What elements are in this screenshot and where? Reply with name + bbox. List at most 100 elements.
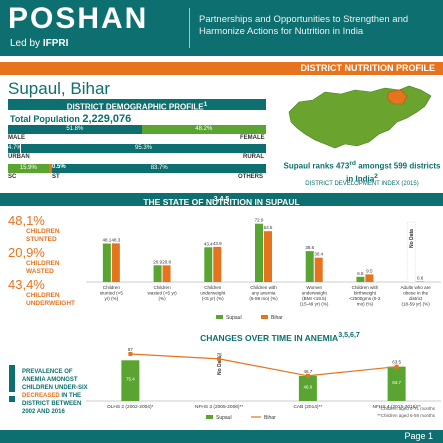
bar-supaul <box>356 276 365 282</box>
ifpri-logo[interactable]: IFPRI <box>42 38 69 49</box>
data-label: 43.9 <box>213 241 222 246</box>
category-label: underweight <box>302 291 328 296</box>
changes-title-sup: 3,5,6,7 <box>338 331 360 339</box>
header-divider <box>189 8 190 48</box>
data-label: 9.5 <box>366 268 373 273</box>
prevalence-decreased: DECREASED <box>22 393 60 399</box>
category-label: Women <box>306 285 322 290</box>
data-label: 48.1 <box>102 238 111 243</box>
data-label: 78 <box>217 352 223 357</box>
bihar-point <box>128 352 133 357</box>
legend-supaul-swatch <box>216 315 223 319</box>
data-label: 6.5 <box>357 271 364 276</box>
category-label: DLHS 2 (2002-2004)* <box>107 404 153 410</box>
rank-text-b: amongst 599 districts in India <box>346 161 441 184</box>
category-label: wasted (<5 yr) <box>147 291 177 296</box>
bar-bihar <box>213 246 222 282</box>
category-label: NFHS 4 (2015-2016)** <box>372 404 420 410</box>
female-segment: 48.2% <box>141 125 266 134</box>
category-label: (%) <box>158 296 166 301</box>
stat-wasted-label: CHILDREN WASTED <box>26 260 60 275</box>
stat-wasted-pct: 20,9% <box>8 245 45 260</box>
urban-segment: 4.7% <box>8 144 21 153</box>
district-name: Supaul, Bihar <box>8 79 111 98</box>
bihar-line <box>130 353 397 377</box>
footnote-1: *Children aged 6-71 months <box>378 406 435 411</box>
stat-underweight: 43,4% CHILDREN UNDERWEIGHT <box>8 277 88 308</box>
male-label: MALE <box>8 135 25 141</box>
legend-bihar: Bihar <box>264 415 276 421</box>
header: POSHAN Led by IFPRI Partnerships and Opp… <box>0 0 443 56</box>
state-band-text: THE STATE OF NUTRITION IN SUPAUL <box>143 197 300 207</box>
urban-label: URBAN <box>8 154 30 160</box>
category-label: mo) (%) <box>357 302 374 307</box>
poshan-logo[interactable]: POSHAN <box>8 2 149 35</box>
female-label: FEMALE <box>240 135 265 141</box>
category-label: district <box>409 296 423 301</box>
stat-stunted-pct: 48,1% <box>8 213 45 228</box>
data-label: 30.4 <box>314 252 323 257</box>
state-band-title: THE STATE OF NUTRITION IN SUPAUL 3,4,5 <box>0 195 443 207</box>
legend-supaul: Supaul <box>226 315 242 321</box>
category-label: NFHS 3 (2005-2006)** <box>195 404 243 410</box>
category-label: yr) (%) <box>104 296 118 301</box>
no-data-label: No Data <box>409 229 415 248</box>
data-label: 0.6 <box>417 276 424 281</box>
bar-bihar <box>111 243 120 282</box>
male-segment: 51.8% <box>8 125 142 134</box>
sc-label: SC <box>8 174 17 180</box>
demographic-title-text: DISTRICT DEMOGRAPHIC PROFILE <box>66 102 204 112</box>
page-number: Page 1 <box>404 431 433 441</box>
bar-bihar <box>314 257 323 282</box>
bar-bihar <box>365 274 374 282</box>
data-label: 20.8 <box>162 259 171 264</box>
st-label: ST <box>52 174 60 180</box>
bihar-point <box>305 373 310 378</box>
no-data-bar <box>406 221 416 283</box>
stat-stunted: 48,1% CHILDREN STUNTED <box>8 213 88 244</box>
changes-title: CHANGES OVER TIME IN ANEMIA3,5,6,7 <box>120 331 440 343</box>
footer: Page 1 <box>0 430 443 443</box>
stat-wasted: 20,9% CHILDREN WASTED <box>8 245 88 276</box>
anemia-trend-chart: 75.4 DLHS 2 (2002-2004)* No Data NFHS 3 (20… <box>86 347 441 421</box>
gender-bar: 51.8% 48.2% <box>8 125 266 134</box>
rank-sup-b: 2 <box>374 172 378 180</box>
bar-supaul <box>387 366 406 401</box>
st-pct: 0.5% <box>52 164 66 170</box>
category-label: obese in the <box>403 291 428 296</box>
prevalence-line1: PREVALENCE OF ANEMIA AMONGST CHILDREN UN… <box>22 369 88 391</box>
total-population: Total Population 2,229,076 <box>10 113 131 125</box>
category-label: Children <box>154 285 172 290</box>
category-label: (6-59 mo) (%) <box>249 296 278 301</box>
category-label: Children with <box>250 285 277 290</box>
urban-rural-bar: 4.7% 95.3% <box>8 144 266 153</box>
category-label: (18-59 yr) (%) <box>401 302 430 307</box>
state-band-sup: 3,4,5 <box>213 195 230 203</box>
data-label: 87 <box>128 347 134 352</box>
bar-bihar <box>162 265 171 282</box>
data-label: 75.4 <box>126 377 135 382</box>
category-label: Children with <box>352 285 379 290</box>
others-label: OTHERS <box>238 174 264 180</box>
stat-underweight-label: CHILDREN UNDERWEIGHT <box>26 292 75 307</box>
rank-text-a: Supaul ranks 473 <box>283 161 350 171</box>
data-label: 72.9 <box>255 218 264 223</box>
category-label: CAB (2014)** <box>293 404 322 410</box>
category-label: birthweight <box>354 291 377 296</box>
profile-band: DISTRICT NUTRITION PROFILE <box>0 62 443 75</box>
led-by: Led by IFPRI <box>10 38 68 49</box>
changes-title-text: CHANGES OVER TIME IN ANEMIA <box>200 332 339 343</box>
data-label: 63.5 <box>392 360 401 365</box>
bar-supaul <box>255 223 263 282</box>
led-by-prefix: Led by <box>10 38 41 49</box>
sc-segment: 15.9% <box>8 164 49 173</box>
state-band: THE STATE OF NUTRITION IN SUPAUL 3,4,5 <box>0 193 443 207</box>
category-label: <2500gms (0-2 <box>349 296 380 301</box>
bar-supaul <box>204 247 213 282</box>
rural-label: RURAL <box>243 154 264 160</box>
data-label: 48.3 <box>111 237 120 242</box>
rural-segment: 95.3% <box>20 144 266 153</box>
exclamation-icon <box>9 365 15 402</box>
category-label: (BMI <18.5) <box>302 296 327 301</box>
